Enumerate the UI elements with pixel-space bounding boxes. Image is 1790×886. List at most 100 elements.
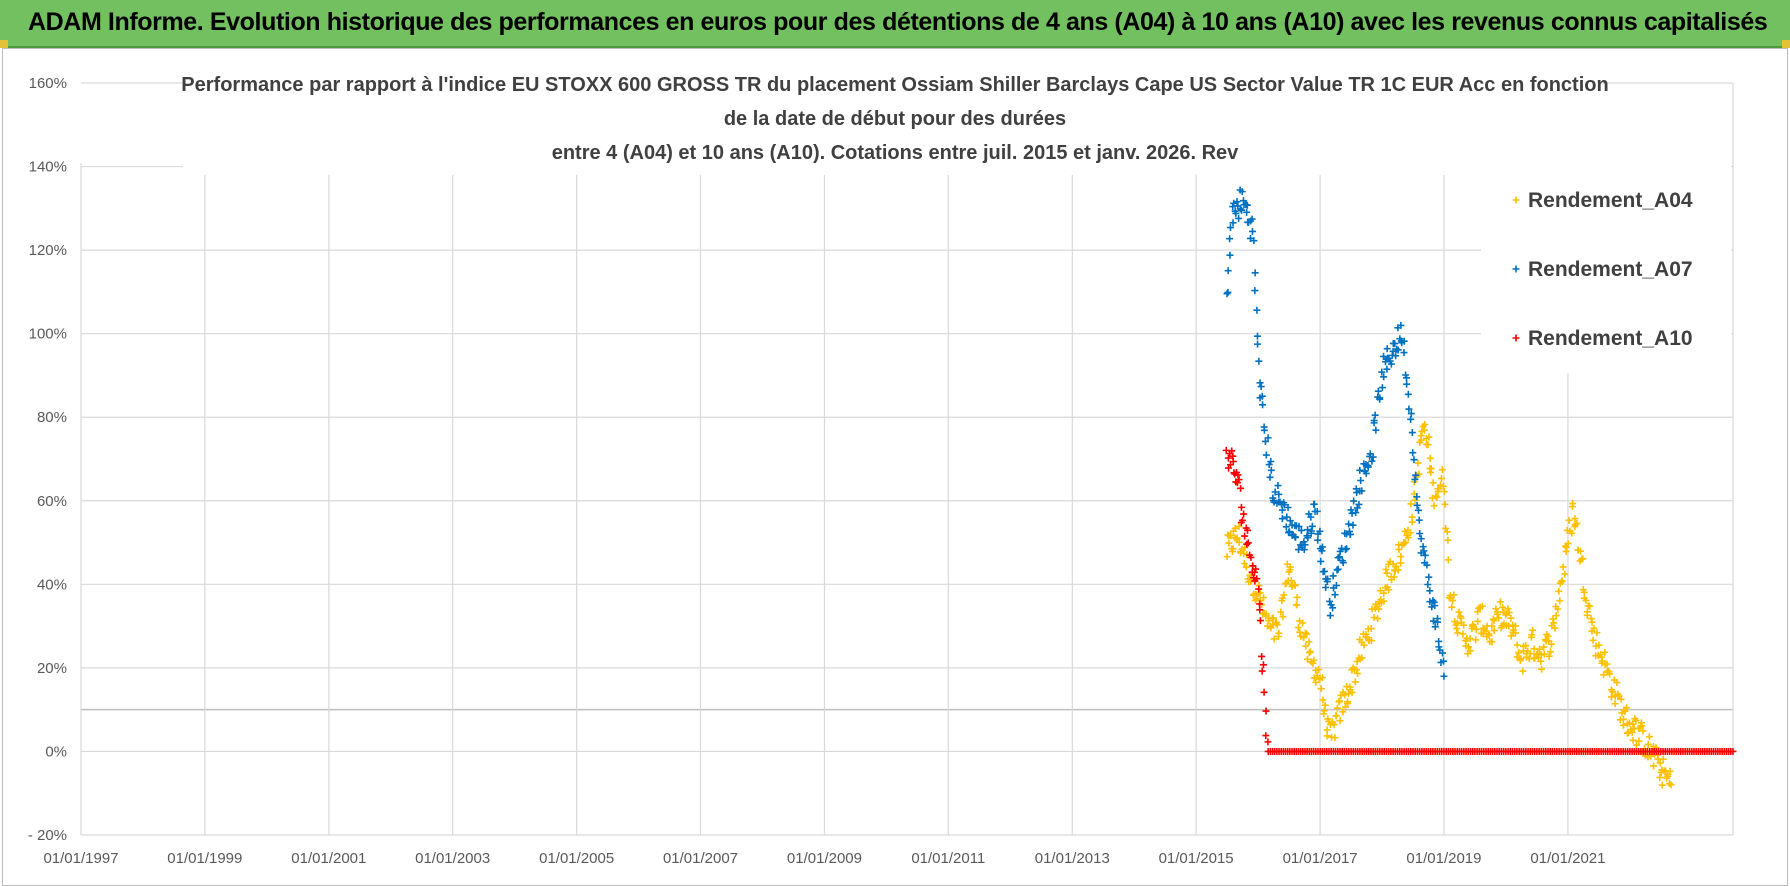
data-point	[1474, 617, 1482, 625]
data-point	[1546, 648, 1554, 656]
data-point	[1420, 547, 1428, 555]
data-point	[1250, 237, 1258, 245]
data-point	[1341, 703, 1349, 711]
data-point	[1519, 667, 1527, 675]
x-tick-label: 01/01/2007	[663, 850, 738, 867]
data-point	[1438, 466, 1446, 474]
data-point	[1235, 522, 1243, 530]
data-point	[1421, 551, 1429, 559]
data-point	[1345, 690, 1353, 698]
y-tick-label: 80%	[37, 409, 67, 426]
data-point	[1625, 719, 1633, 727]
grid-layer	[80, 82, 1734, 836]
data-point	[1434, 618, 1442, 626]
data-point	[1632, 741, 1640, 749]
data-point	[1275, 629, 1283, 637]
data-point	[1224, 288, 1232, 296]
data-point	[1562, 543, 1570, 551]
data-point	[1317, 557, 1325, 565]
data-point	[1282, 523, 1290, 531]
title-background	[183, 65, 1603, 175]
data-point	[1286, 517, 1294, 525]
data-point	[1656, 773, 1664, 781]
data-point	[1455, 608, 1463, 616]
data-point	[1551, 624, 1559, 632]
data-point	[1224, 267, 1232, 275]
data-point	[1443, 528, 1451, 536]
data-point	[1449, 596, 1457, 604]
data-point	[1237, 484, 1245, 492]
data-point	[1307, 527, 1315, 535]
data-point	[1305, 649, 1313, 657]
data-point	[1571, 515, 1579, 523]
data-point	[1299, 619, 1307, 627]
data-point	[1304, 534, 1312, 542]
data-point	[1300, 634, 1308, 642]
data-point	[1244, 526, 1251, 534]
series-rendement-a10	[1222, 446, 1737, 755]
data-point	[1370, 614, 1378, 622]
data-point	[1499, 603, 1507, 611]
data-point	[1540, 650, 1548, 658]
data-point	[1355, 500, 1363, 508]
data-point	[1339, 708, 1347, 716]
data-point	[1362, 469, 1370, 477]
data-point	[1247, 553, 1255, 561]
series-layer	[1222, 186, 1737, 789]
data-point	[1606, 670, 1614, 678]
data-point	[1397, 553, 1405, 561]
data-point	[1283, 513, 1291, 521]
data-point	[1387, 360, 1395, 368]
data-point	[1595, 641, 1603, 649]
y-tick-label: 160%	[29, 75, 67, 92]
x-tick-label: 01/01/2019	[1406, 850, 1481, 867]
data-point	[1374, 387, 1382, 395]
data-point	[1314, 536, 1322, 544]
x-tick-label: 01/01/2001	[291, 850, 366, 867]
data-point	[1375, 605, 1383, 613]
data-point	[1440, 672, 1448, 680]
x-tick-label: 01/01/2021	[1530, 850, 1605, 867]
report-banner: ADAM Informe. Evolution historique des p…	[0, 0, 1790, 48]
data-point	[1488, 638, 1496, 646]
data-point	[1416, 530, 1424, 538]
data-point	[1628, 728, 1636, 736]
data-point	[1367, 625, 1375, 633]
data-point	[1267, 458, 1275, 466]
data-point	[1357, 476, 1365, 484]
y-tick-label: 120%	[29, 242, 67, 259]
data-point	[1568, 529, 1576, 537]
series-rendement-a07	[1223, 186, 1448, 680]
data-point	[1430, 502, 1438, 510]
chart-title-line: Performance par rapport à l'indice EU ST…	[181, 74, 1608, 96]
data-point	[1258, 392, 1266, 400]
data-point	[1274, 482, 1282, 490]
data-point	[1341, 545, 1349, 553]
data-point	[1244, 539, 1252, 547]
data-point	[1547, 640, 1555, 648]
data-point	[1507, 632, 1515, 640]
data-point	[1511, 629, 1519, 637]
data-point	[1303, 630, 1311, 638]
data-point	[1353, 504, 1361, 512]
data-point	[1279, 613, 1287, 621]
data-point	[1391, 340, 1399, 348]
data-point	[1383, 345, 1391, 353]
data-point	[1242, 563, 1250, 571]
data-point	[1287, 577, 1295, 585]
data-point	[1248, 227, 1256, 235]
data-point	[1545, 652, 1553, 660]
data-point	[1588, 618, 1596, 626]
data-point	[1229, 545, 1237, 553]
data-point	[1349, 521, 1357, 529]
data-point	[1251, 269, 1259, 277]
legend-marker	[1512, 196, 1520, 204]
data-point	[1658, 781, 1666, 789]
y-tick-label: 20%	[37, 660, 67, 677]
data-point	[1270, 635, 1278, 643]
data-point	[1394, 566, 1402, 574]
data-point	[1550, 619, 1558, 627]
data-point	[1316, 527, 1324, 535]
data-point	[1334, 565, 1342, 573]
y-tick-label: 100%	[29, 326, 67, 343]
